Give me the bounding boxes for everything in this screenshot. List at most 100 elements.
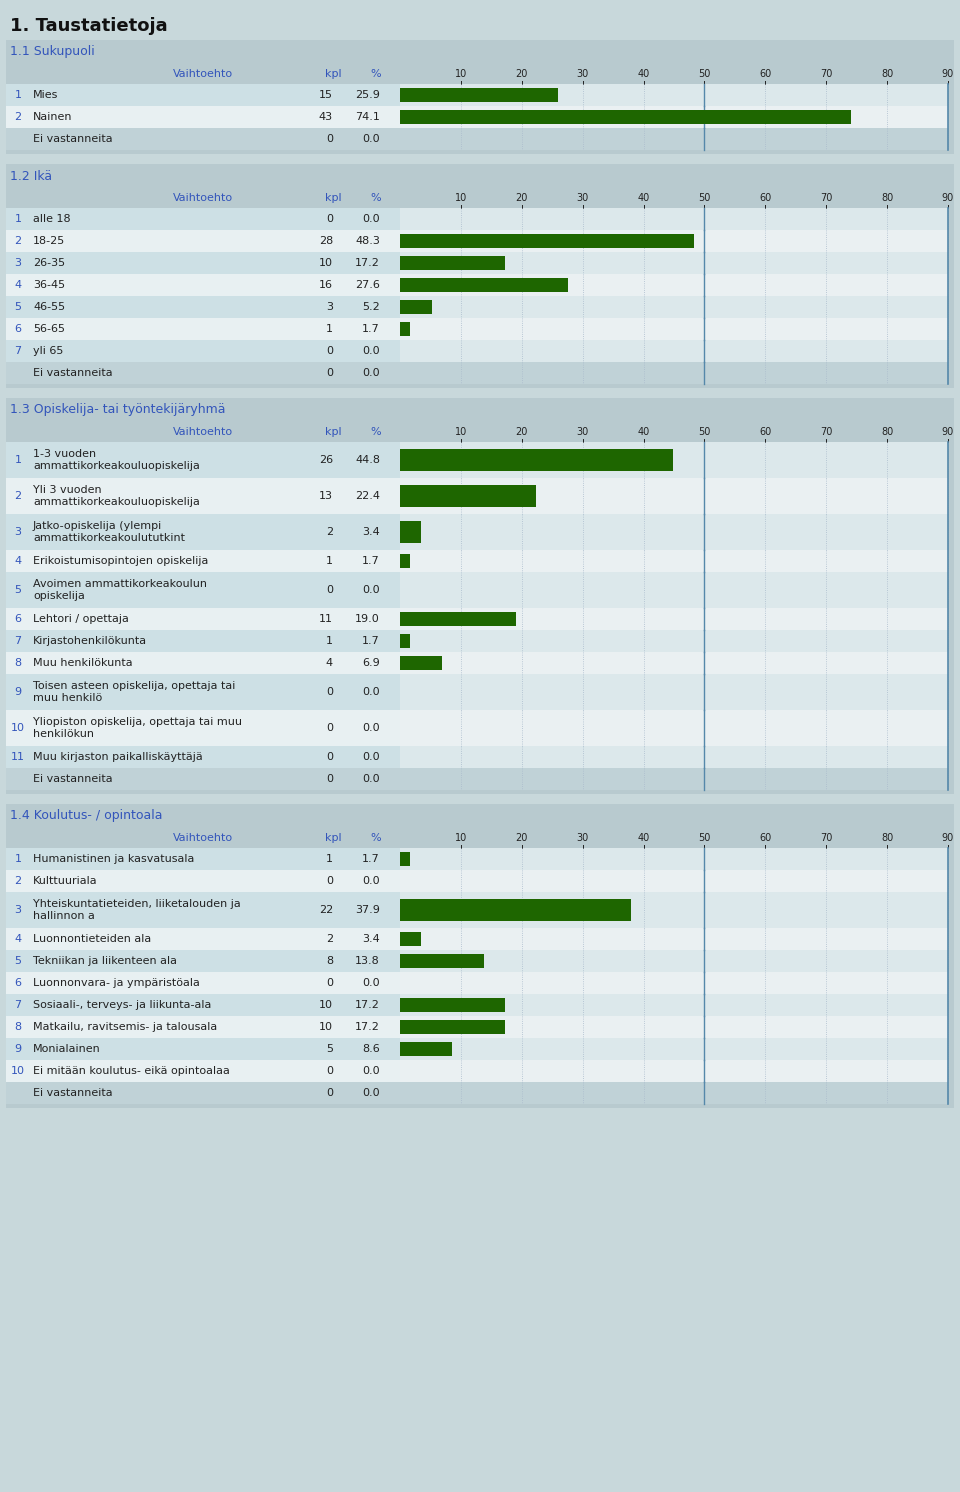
Bar <box>6 363 400 383</box>
Text: 25.9: 25.9 <box>355 90 380 100</box>
Text: 10: 10 <box>455 427 467 437</box>
Text: 5: 5 <box>14 585 21 595</box>
Bar <box>400 477 948 515</box>
Text: 0.0: 0.0 <box>362 724 380 733</box>
Text: 10: 10 <box>319 1022 333 1032</box>
Bar <box>400 746 948 768</box>
Text: 0: 0 <box>326 1065 333 1076</box>
Text: 3: 3 <box>14 527 21 537</box>
Text: 90: 90 <box>942 69 954 79</box>
Bar <box>6 252 400 275</box>
Text: 80: 80 <box>881 69 893 79</box>
Bar <box>6 340 400 363</box>
Text: 15: 15 <box>319 90 333 100</box>
Text: 30: 30 <box>577 427 588 437</box>
Text: Monialainen: Monialainen <box>33 1044 101 1053</box>
Text: 10: 10 <box>11 724 25 733</box>
Bar <box>400 1059 948 1082</box>
Text: 50: 50 <box>698 427 710 437</box>
Text: 1: 1 <box>14 90 21 100</box>
Text: 8.6: 8.6 <box>362 1044 380 1053</box>
Bar <box>400 898 631 921</box>
Text: 1.3 Opiskelija- tai työntekijäryhmä: 1.3 Opiskelija- tai työntekijäryhmä <box>10 403 226 416</box>
Bar <box>6 746 400 768</box>
Bar <box>400 1043 452 1056</box>
Text: 1. Taustatietoja: 1. Taustatietoja <box>10 16 168 34</box>
Text: 1: 1 <box>14 853 21 864</box>
Text: Nainen: Nainen <box>33 112 73 122</box>
Bar <box>6 64 954 84</box>
Bar <box>400 252 948 275</box>
Text: 0.0: 0.0 <box>362 774 380 783</box>
Text: 20: 20 <box>516 833 528 843</box>
Text: 6: 6 <box>14 615 21 624</box>
Bar <box>400 84 948 106</box>
Text: 1.2 Ikä: 1.2 Ikä <box>10 170 52 182</box>
Text: 10: 10 <box>455 69 467 79</box>
Text: Tekniikan ja liikenteen ala: Tekniikan ja liikenteen ala <box>33 956 177 965</box>
Text: 0.0: 0.0 <box>362 585 380 595</box>
Bar <box>400 128 948 151</box>
Text: 10: 10 <box>455 833 467 843</box>
Bar <box>6 207 400 230</box>
Text: 8: 8 <box>14 658 21 668</box>
Text: 10: 10 <box>319 1000 333 1010</box>
Bar <box>400 442 948 477</box>
Bar <box>400 612 516 625</box>
Text: 3: 3 <box>14 906 21 915</box>
Bar <box>400 870 948 892</box>
Bar <box>400 656 442 670</box>
Text: 4: 4 <box>325 658 333 668</box>
Text: 80: 80 <box>881 833 893 843</box>
Text: 2: 2 <box>14 876 21 886</box>
Text: Yliopiston opiskelija, opettaja tai muu
henkilökun: Yliopiston opiskelija, opettaja tai muu … <box>33 718 242 739</box>
Text: 70: 70 <box>820 69 832 79</box>
Text: 0: 0 <box>326 585 333 595</box>
Bar <box>400 554 410 568</box>
Text: 70: 70 <box>820 833 832 843</box>
Text: 40: 40 <box>637 69 650 79</box>
Text: 4: 4 <box>14 934 21 944</box>
Text: Jatko-opiskelija (ylempi
ammattikorkeakoulututkint: Jatko-opiskelija (ylempi ammattikorkeako… <box>33 521 185 543</box>
Bar <box>400 322 410 336</box>
Text: 60: 60 <box>759 69 772 79</box>
Bar <box>400 106 948 128</box>
Bar <box>400 634 410 648</box>
Text: 46-55: 46-55 <box>33 301 65 312</box>
Text: 0: 0 <box>326 134 333 145</box>
Bar <box>400 300 432 313</box>
Bar <box>400 257 505 270</box>
Text: 3.4: 3.4 <box>362 934 380 944</box>
Text: Kirjastohenkilökunta: Kirjastohenkilökunta <box>33 636 147 646</box>
Bar <box>400 1021 505 1034</box>
Bar <box>400 363 948 383</box>
Bar <box>6 892 400 928</box>
Text: 40: 40 <box>637 427 650 437</box>
Text: Vaihtoehto: Vaihtoehto <box>173 427 233 437</box>
Text: 1.7: 1.7 <box>362 324 380 334</box>
Text: Ei vastanneita: Ei vastanneita <box>33 1088 112 1098</box>
Bar <box>6 188 954 207</box>
Bar <box>400 994 948 1016</box>
Bar <box>6 40 954 154</box>
Text: 8: 8 <box>14 1022 21 1032</box>
Text: 0.0: 0.0 <box>362 346 380 357</box>
Text: %: % <box>371 427 381 437</box>
Text: 1.7: 1.7 <box>362 557 380 565</box>
Text: 40: 40 <box>637 192 650 203</box>
Bar <box>6 164 954 388</box>
Bar <box>400 998 505 1012</box>
Text: 16: 16 <box>319 280 333 289</box>
Text: Luonnonvara- ja ympäristöala: Luonnonvara- ja ympäristöala <box>33 977 200 988</box>
Text: 8: 8 <box>325 956 333 965</box>
Text: 30: 30 <box>577 69 588 79</box>
Text: 5: 5 <box>14 956 21 965</box>
Text: 0: 0 <box>326 876 333 886</box>
Text: 7: 7 <box>14 636 21 646</box>
Text: 80: 80 <box>881 427 893 437</box>
Text: 6.9: 6.9 <box>362 658 380 668</box>
Text: 7: 7 <box>14 346 21 357</box>
Text: 4: 4 <box>14 557 21 565</box>
Text: 20: 20 <box>516 192 528 203</box>
Bar <box>6 398 954 794</box>
